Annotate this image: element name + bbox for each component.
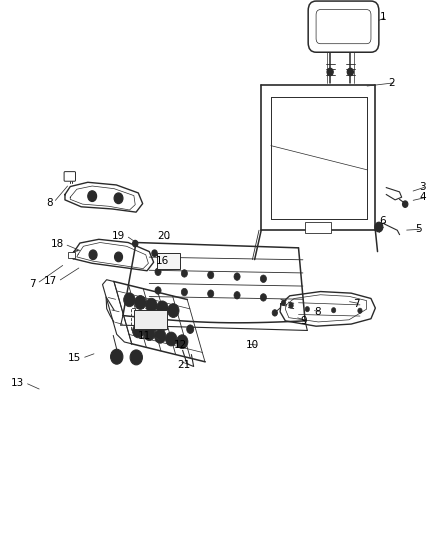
Text: 17: 17: [44, 277, 57, 286]
Circle shape: [186, 325, 193, 334]
Circle shape: [233, 273, 240, 280]
Text: 19: 19: [112, 231, 125, 240]
Circle shape: [331, 308, 335, 313]
Circle shape: [156, 301, 168, 315]
Circle shape: [233, 292, 240, 299]
Circle shape: [124, 293, 135, 306]
Circle shape: [127, 297, 131, 302]
Text: 6: 6: [379, 216, 385, 226]
Circle shape: [272, 310, 277, 316]
Circle shape: [136, 328, 140, 334]
Circle shape: [260, 294, 266, 301]
Circle shape: [165, 332, 177, 346]
Circle shape: [402, 201, 407, 207]
Circle shape: [149, 303, 153, 308]
Text: 21: 21: [177, 360, 191, 370]
Circle shape: [158, 334, 162, 339]
Circle shape: [147, 331, 151, 336]
Circle shape: [114, 193, 123, 204]
Circle shape: [132, 324, 144, 338]
Text: 10: 10: [245, 341, 258, 350]
Text: 7: 7: [29, 279, 36, 288]
Text: 13: 13: [11, 378, 24, 387]
Bar: [157, 253, 180, 269]
Text: 8: 8: [313, 307, 320, 317]
Circle shape: [207, 271, 213, 279]
Text: 1: 1: [379, 12, 385, 22]
Circle shape: [110, 349, 123, 364]
FancyBboxPatch shape: [307, 1, 378, 52]
Circle shape: [260, 275, 266, 282]
Circle shape: [346, 68, 353, 76]
Circle shape: [281, 300, 285, 305]
Circle shape: [181, 270, 187, 277]
Circle shape: [130, 350, 142, 365]
Text: 4: 4: [418, 192, 425, 202]
Circle shape: [114, 252, 122, 262]
Text: 18: 18: [50, 239, 64, 249]
Circle shape: [152, 250, 157, 256]
Text: 2: 2: [388, 78, 394, 87]
Circle shape: [145, 298, 157, 312]
Circle shape: [304, 306, 309, 312]
Circle shape: [180, 339, 184, 344]
Circle shape: [155, 268, 161, 276]
Bar: [68, 252, 75, 258]
Circle shape: [169, 336, 173, 342]
Circle shape: [143, 327, 155, 341]
Text: 11: 11: [138, 331, 151, 341]
Text: 9: 9: [300, 316, 307, 326]
Circle shape: [160, 305, 164, 311]
Circle shape: [171, 308, 175, 313]
FancyBboxPatch shape: [64, 172, 75, 181]
Circle shape: [155, 287, 161, 294]
Bar: [304, 222, 331, 233]
Circle shape: [181, 288, 187, 296]
Circle shape: [138, 300, 142, 305]
Text: 7: 7: [353, 299, 359, 309]
Circle shape: [326, 68, 332, 76]
Circle shape: [207, 290, 213, 297]
Circle shape: [288, 303, 293, 308]
Circle shape: [88, 191, 96, 201]
Text: 5: 5: [414, 224, 420, 234]
Bar: [134, 310, 167, 329]
Text: 8: 8: [46, 198, 53, 207]
Circle shape: [89, 250, 97, 260]
Text: 20: 20: [157, 231, 170, 240]
Circle shape: [167, 304, 179, 318]
Text: 3: 3: [418, 182, 425, 191]
Circle shape: [176, 335, 187, 349]
Circle shape: [132, 240, 138, 247]
Circle shape: [134, 295, 146, 309]
Bar: [131, 308, 166, 329]
Circle shape: [357, 308, 361, 313]
Text: 16: 16: [155, 256, 169, 266]
Text: 12: 12: [173, 341, 186, 350]
Circle shape: [374, 222, 382, 232]
Text: 15: 15: [68, 353, 81, 363]
Circle shape: [154, 329, 166, 343]
